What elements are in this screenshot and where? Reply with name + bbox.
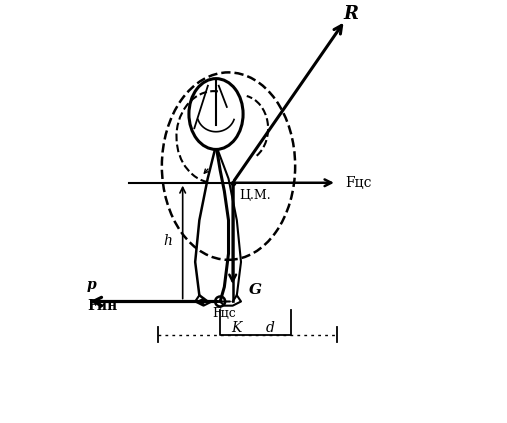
Text: Fцс: Fцс	[212, 308, 236, 321]
Text: G: G	[249, 283, 262, 297]
Text: K: K	[232, 321, 242, 335]
Text: d: d	[266, 321, 275, 335]
Text: R: R	[344, 5, 359, 23]
Text: Ц.М.: Ц.М.	[239, 189, 271, 202]
Ellipse shape	[189, 79, 243, 149]
Text: p: p	[87, 278, 97, 292]
Text: Fцс: Fцс	[345, 176, 372, 190]
Text: Fин: Fин	[87, 299, 117, 313]
Text: h: h	[164, 234, 172, 248]
